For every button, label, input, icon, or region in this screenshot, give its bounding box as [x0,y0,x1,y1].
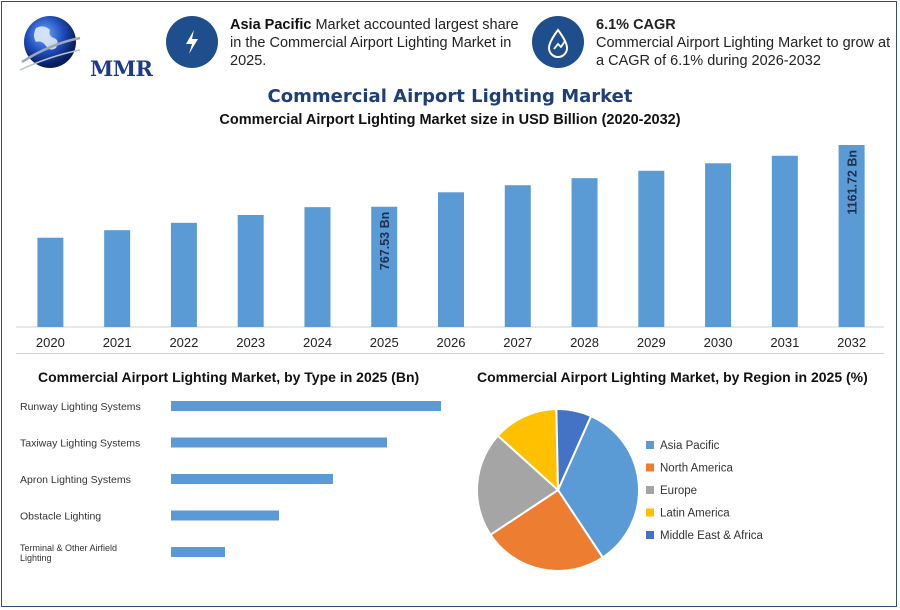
info-cagr: 6.1% CAGR Commercial Airport Lighting Mar… [596,16,891,70]
pie-slice-0 [556,414,640,559]
lightning-icon [166,16,218,68]
growth-drop-icon [532,16,584,68]
logo-text: MMR [90,56,153,81]
type-label-0: Runway Lighting Systems [20,401,141,413]
info-cagr-bold: 6.1% CAGR [596,17,676,33]
mmr-logo: MMR [16,12,153,81]
x-tick-2031: 2031 [770,335,799,350]
legend-swatch-3 [646,508,654,517]
x-tick-2021: 2021 [103,335,132,350]
type-chart-title: Commercial Airport Lighting Market, by T… [38,369,420,385]
type-bar-2 [171,474,333,484]
x-tick-2029: 2029 [637,335,666,350]
info-asia-pacific-text: Market accounted largest share in the Co… [230,17,519,69]
legend-swatch-2 [646,486,654,494]
x-tick-2022: 2022 [169,335,198,350]
bar-2032 [838,145,865,327]
bar-2020 [37,237,64,327]
type-label-2: Apron Lighting Systems [20,474,131,486]
x-tick-2027: 2027 [503,335,532,350]
type-label-4: Terminal & Other Airfield Lighting [20,543,117,563]
x-tick-2023: 2023 [236,335,265,350]
x-tick-2025: 2025 [370,335,399,350]
type-bar-4 [171,547,225,557]
section-divider [16,353,884,354]
pie-slice-1 [489,488,605,572]
legend-label-2: Europe [660,485,697,497]
bar-2023 [237,214,264,327]
bar-2030 [705,163,732,327]
region-chart-title: Commercial Airport Lighting Market, by R… [477,369,868,385]
market-size-bar-chart: 2020 2021 2022 2023 2024 2025 767.53 Bn 2026 202… [16,145,884,350]
globe-icon [19,16,81,71]
type-bar-chart: Runway Lighting Systems Taxiway Lighting … [20,401,441,563]
x-tick-2026: 2026 [437,335,466,350]
data-label-2025: 767.53 Bn [378,212,392,270]
legend-label-3: Latin America [660,508,730,520]
region-pie-chart: Asia Pacific North America Europe Latin Ame… [476,407,764,572]
type-label-1: Taxiway Lighting Systems [20,438,140,450]
x-tick-2030: 2030 [704,335,733,350]
bar-2022 [170,222,197,327]
pie-slice-4 [555,408,593,491]
type-label-3: Obstacle Lighting [20,511,101,523]
info-cagr-text: Commercial Airport Lighting Market to gr… [596,35,891,69]
type-bar-1 [171,437,387,448]
main-chart-title: Commercial Airport Lighting Market [267,86,633,107]
x-tick-2020: 2020 [36,335,65,350]
legend-label-0: Asia Pacific [660,440,720,452]
x-tick-2028: 2028 [570,335,599,350]
legend-swatch-4 [646,531,654,539]
legend-label-1: North America [660,463,733,475]
info-asia-pacific: Asia Pacific Market accounted largest sh… [230,16,525,70]
legend-label-4: Middle East & Africa [660,530,764,542]
bar-2024 [304,207,331,327]
type-bar-3 [171,510,279,521]
main-chart-subtitle: Commercial Airport Lighting Market size … [219,112,681,128]
bar-2027 [504,185,531,327]
legend-swatch-1 [646,463,654,472]
pie-slice-3 [496,407,560,493]
bar-2029 [638,170,665,327]
x-tick-2032: 2032 [837,335,866,350]
x-tick-2024: 2024 [303,335,332,350]
bar-2028 [571,178,598,327]
legend-swatch-0 [646,441,654,449]
bar-2031 [771,155,798,327]
bar-2021 [104,230,131,327]
type-bar-0 [171,401,441,411]
info-asia-pacific-bold: Asia Pacific [230,17,312,33]
pie-slice-2 [476,434,560,537]
data-label-2032: 1161.72 Bn [846,150,860,215]
bar-2025 [371,206,398,327]
bar-2026 [438,192,464,327]
